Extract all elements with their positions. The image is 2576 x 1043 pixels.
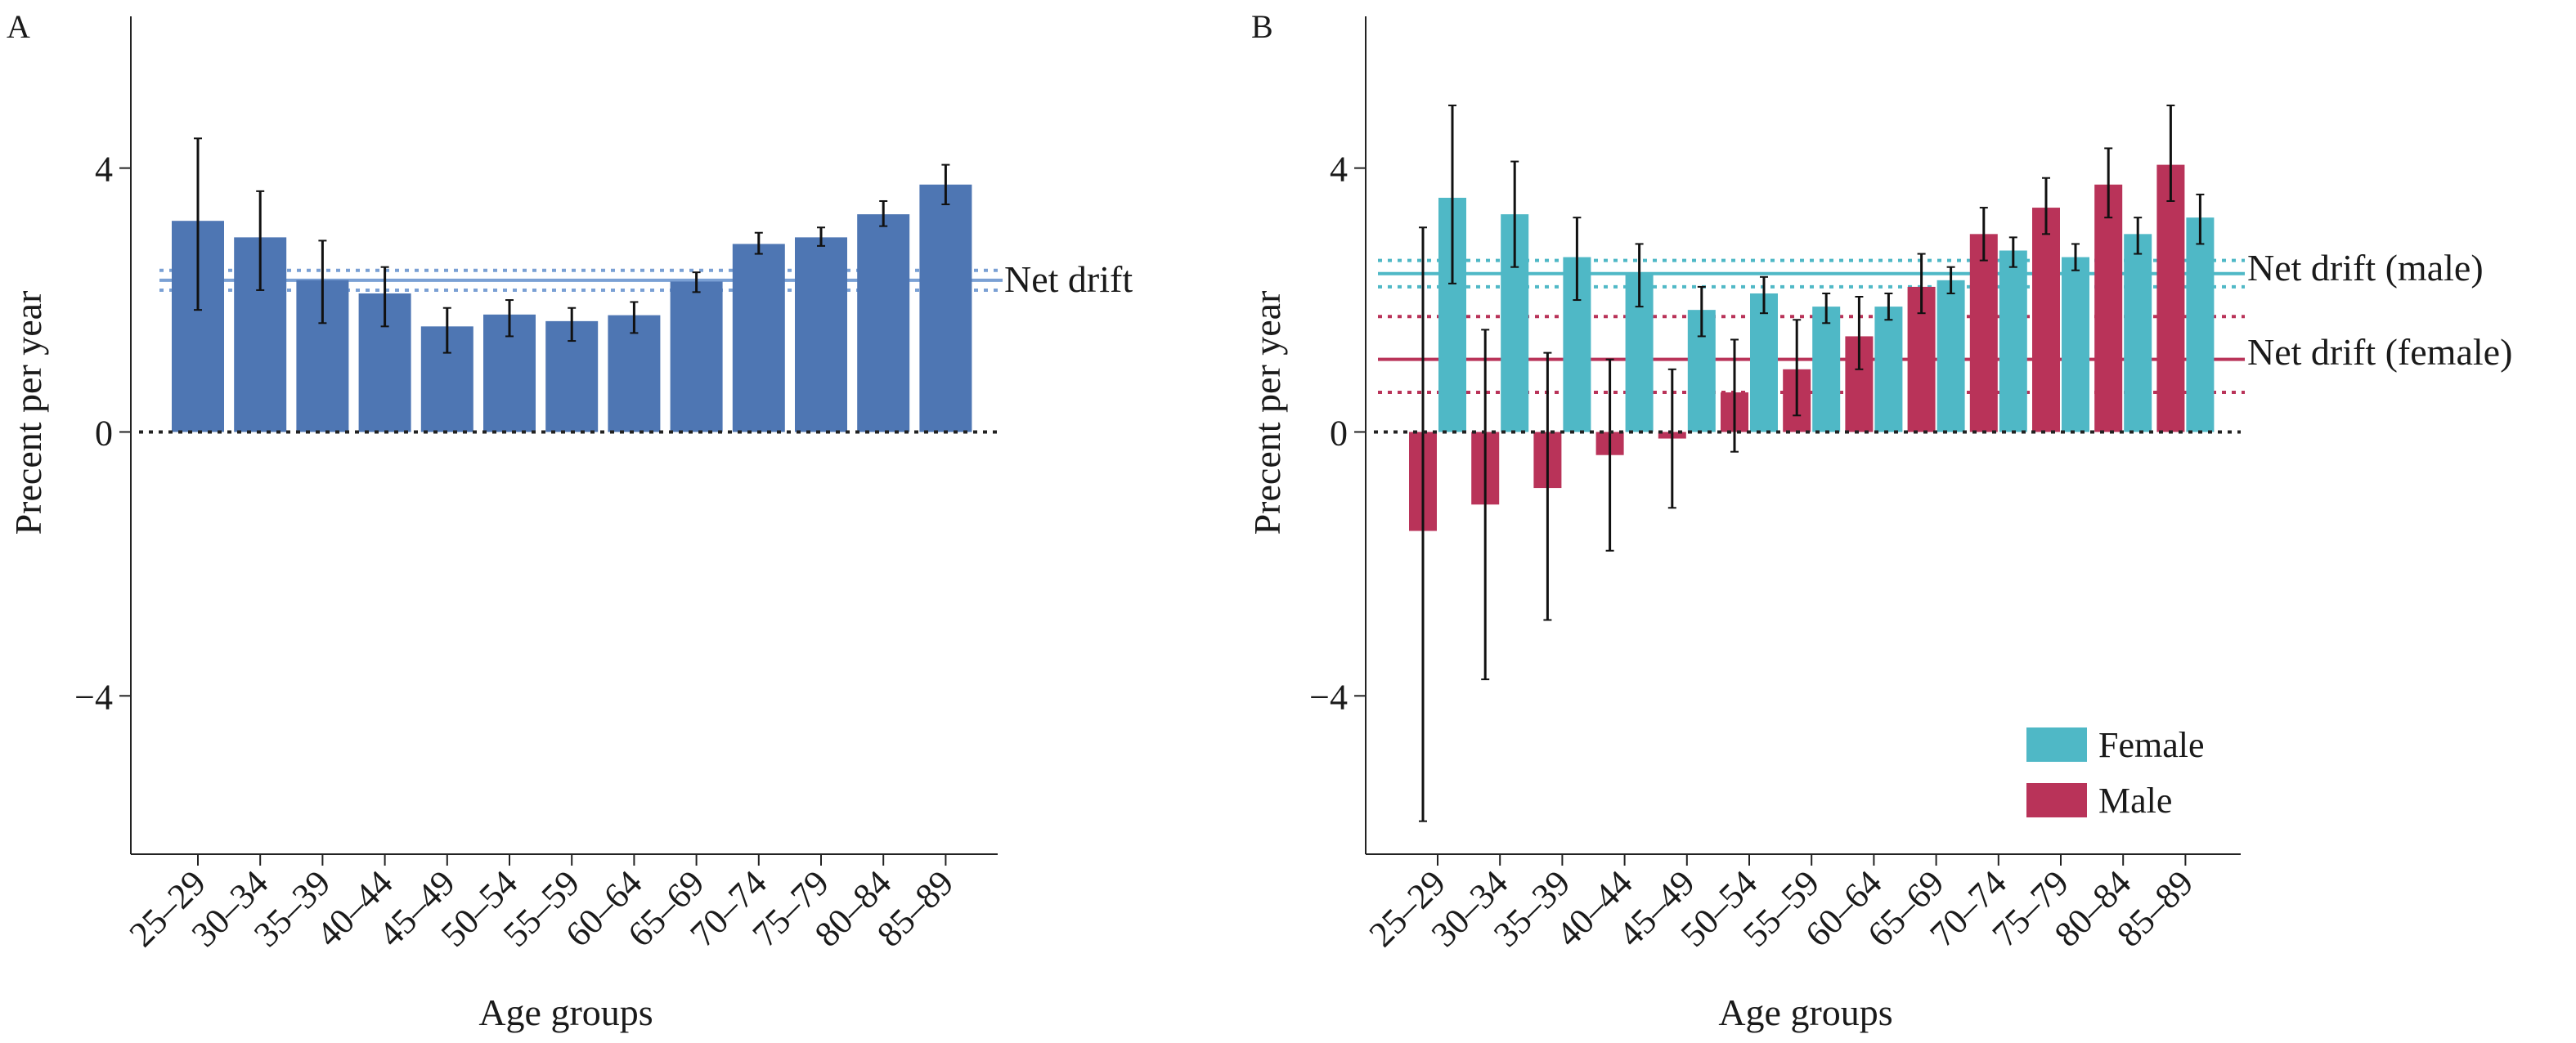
legend-male-swatch: [2026, 783, 2087, 817]
y-tick-label: 4: [1330, 150, 1348, 190]
y-tick-label: 0: [1330, 413, 1348, 453]
panel-a-y-axis-title: Precent per year: [7, 291, 49, 535]
legend-male-label: Male: [2098, 781, 2172, 821]
male-bar-75–79: [2032, 208, 2060, 432]
legend: Female Male: [2026, 725, 2205, 821]
panel-b-y-axis-title: Precent per year: [1246, 291, 1288, 535]
female-bar-60–64: [1874, 307, 1903, 432]
panel-a: A −4 0 4 25–2930–3435–3940–4445–4950–5455–…: [7, 8, 1133, 1033]
legend-female-label: Female: [2098, 725, 2205, 765]
y-tick-label: 0: [95, 413, 113, 453]
female-bar-55–59: [1812, 307, 1841, 432]
panel-b-net-drift-female-label: Net drift (female): [2247, 331, 2512, 373]
panel-b-net-drift-male-label: Net drift (male): [2247, 247, 2484, 289]
female-bar-65–69: [1936, 280, 1965, 432]
bar-80–84: [857, 214, 910, 432]
panel-a-error-bars: [194, 137, 950, 354]
bar-60–64: [608, 315, 661, 432]
bar-65–69: [670, 281, 723, 432]
panel-a-y-ticks: −4 0 4: [74, 150, 131, 717]
legend-female-swatch: [2026, 727, 2087, 762]
panel-b-x-axis-title: Age groups: [1718, 992, 1892, 1033]
female-bar-70–74: [1999, 250, 2027, 432]
y-tick-label: −4: [74, 677, 113, 717]
male-bar-70–74: [1969, 234, 1998, 432]
panel-a-axes: [130, 16, 998, 855]
bar-75–79: [795, 237, 847, 432]
bar-70–74: [732, 244, 785, 432]
panel-b-bars: [1409, 164, 2215, 531]
panel-b: B −4 0 4 25–2930–3435–3940–4445–4950–5455–…: [1246, 8, 2512, 1033]
female-bar-80–84: [2124, 234, 2152, 432]
male-bar-85–89: [2156, 164, 2185, 432]
panel-b-x-ticks: 25–2930–3435–3940–4445–4950–5455–5960–64…: [1362, 854, 2201, 955]
panel-a-x-axis-title: Age groups: [478, 992, 653, 1033]
panel-a-net-drift-label: Net drift: [1004, 258, 1133, 300]
panel-a-x-ticks: 25–2930–3435–3940–4445–4950–5455–5960–64…: [122, 854, 961, 955]
panel-b-error-bars: [1419, 104, 2205, 822]
panel-a-letter: A: [7, 8, 30, 45]
panel-a-bars: [172, 184, 972, 432]
female-bar-50–54: [1750, 293, 1778, 432]
y-tick-label: −4: [1309, 677, 1348, 717]
panel-b-y-ticks: −4 0 4: [1309, 150, 1366, 717]
panel-b-axes: [1365, 16, 2241, 855]
female-bar-85–89: [2186, 217, 2215, 432]
bar-85–89: [919, 184, 972, 432]
male-bar-80–84: [2094, 184, 2123, 432]
panel-b-letter: B: [1251, 8, 1273, 45]
y-tick-label: 4: [95, 150, 113, 190]
female-bar-75–79: [2062, 257, 2089, 432]
